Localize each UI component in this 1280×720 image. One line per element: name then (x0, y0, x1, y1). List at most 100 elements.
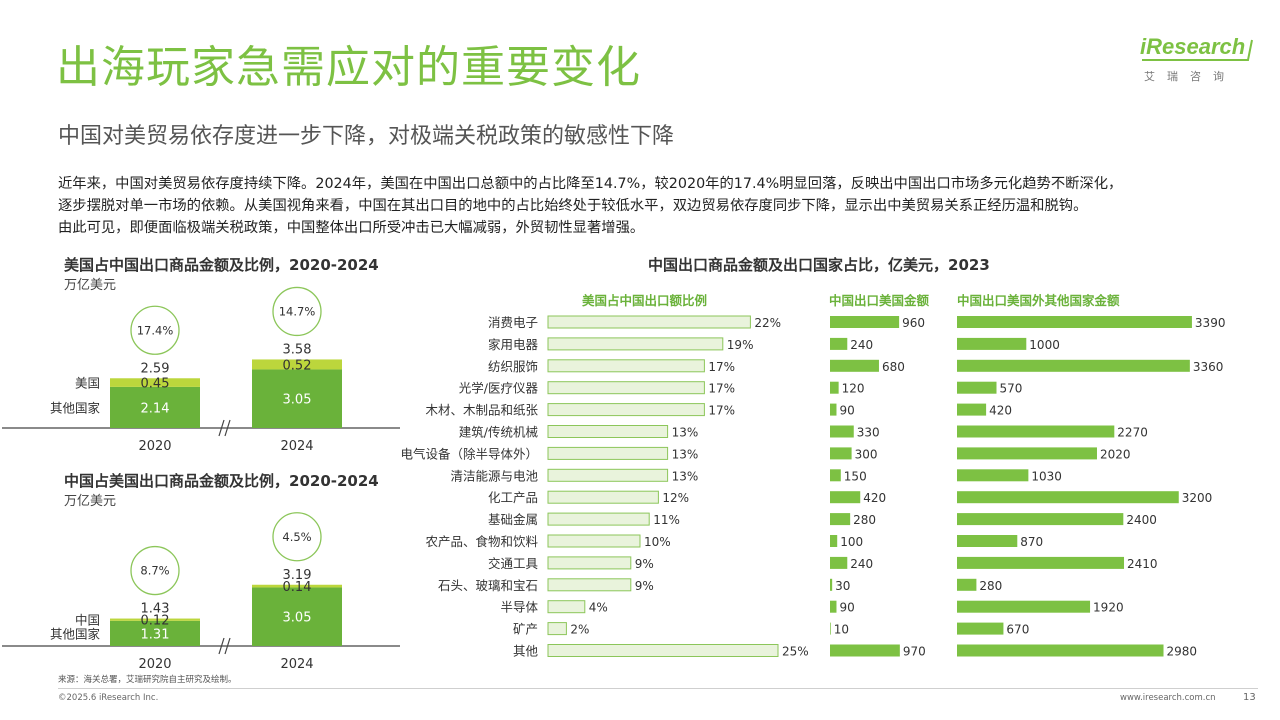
other-export-bar (957, 578, 977, 591)
other-export-bar (957, 447, 1097, 460)
x-tick-label: 2024 (280, 657, 313, 672)
us-export-value-label: 970 (903, 645, 926, 659)
logo-chinese: 艾瑞咨询 (1144, 70, 1236, 83)
x-tick-label: 2024 (280, 439, 313, 454)
other-export-bar (957, 600, 1091, 613)
us-export-value-label: 960 (902, 316, 925, 330)
us-export-bar (830, 359, 879, 372)
summary-line: 近年来，中国对美贸易依存度持续下降。2024年，美国在中国出口总额中的占比降至1… (58, 176, 1123, 192)
axis-break-icon (218, 637, 231, 655)
bar-total-label: 3.19 (283, 568, 312, 583)
share-bar (547, 359, 705, 373)
other-export-bar (957, 469, 1029, 482)
us-export-value-label: 100 (840, 535, 863, 549)
other-export-value-label: 670 (1006, 623, 1029, 637)
bar-value-label: 2.14 (141, 401, 170, 416)
bar-segment (252, 369, 342, 428)
us-export-value-label: 90 (839, 601, 854, 615)
bar-segment (252, 587, 342, 646)
bar-value-label: 3.05 (283, 393, 312, 408)
us-export-value-label: 330 (857, 426, 880, 440)
summary-paragraph: 近年来，中国对美贸易依存度持续下降。2024年，美国在中国出口总额中的占比降至1… (58, 173, 1238, 239)
bar-segment (252, 584, 342, 588)
share-value-label: 10% (644, 535, 671, 549)
share-bar (547, 468, 669, 482)
footer-source: 来源：海关总署，艾瑞研究院自主研究及绘制。 (58, 675, 237, 685)
us-export-bar (830, 578, 833, 591)
other-export-bar (957, 337, 1027, 350)
share-value-label: 17% (708, 404, 735, 418)
share-value-label: 9% (635, 557, 654, 571)
other-export-bar (957, 316, 1192, 328)
us-export-value-label: 90 (839, 404, 854, 418)
share-value-label: 17% (708, 382, 735, 396)
share-label: 14.7% (279, 304, 316, 318)
bar-value-label: 0.12 (141, 614, 170, 629)
us-export-bar (830, 535, 838, 547)
category-label: 矿产 (513, 622, 538, 637)
bar-total-label: 1.43 (141, 602, 170, 617)
share-value-label: 12% (662, 491, 689, 505)
category-label: 基础金属 (488, 512, 538, 527)
other-export-value-label: 3200 (1182, 491, 1213, 505)
other-export-bar (957, 535, 1018, 547)
bar-value-label: 1.31 (141, 627, 170, 642)
other-export-bar (957, 622, 1004, 635)
share-value-label: 25% (782, 645, 809, 659)
share-bar (547, 578, 632, 592)
us-export-bar (830, 644, 900, 657)
us-export-value-label: 150 (844, 469, 867, 483)
category-label: 光学/医疗仪器 (459, 381, 539, 396)
page-title: 出海玩家急需应对的重要变化 (56, 42, 641, 93)
other-export-value-label: 1030 (1031, 469, 1062, 483)
category-label: 电气设备（除半导体外） (400, 446, 538, 461)
other-export-bar (957, 425, 1115, 438)
share-value-label: 13% (672, 426, 699, 440)
category-label: 农产品、食物和饮料 (425, 534, 538, 549)
footer-copyright: ©2025.6 iResearch Inc. (58, 693, 159, 703)
us-export-bar (830, 622, 831, 635)
share-value-label: 4% (589, 601, 608, 615)
page-subtitle: 中国对美贸易依存度进一步下降，对极端关税政策的敏感性下降 (58, 124, 675, 149)
share-value-label: 2% (570, 623, 589, 637)
bar-value-label: 0.14 (283, 580, 312, 595)
share-bar (547, 490, 659, 504)
series-label: 美国 (75, 376, 100, 391)
chart2-stacked-bars: 1.310.121.43 2020 8.7% 3.05 0.143.19 2024 4.5%… (2, 512, 400, 672)
share-bar (547, 381, 705, 395)
category-label: 消费电子 (488, 315, 538, 330)
us-export-value-label: 300 (855, 447, 878, 461)
share-bar (547, 337, 724, 351)
other-export-value-label: 1000 (1029, 338, 1060, 352)
other-export-bar (957, 359, 1190, 372)
axis-break-icon (218, 419, 231, 437)
chart2-unit: 万亿美元 (64, 494, 117, 509)
chart1-title: 美国占中国出口商品金额及比例，2020-2024 (64, 256, 379, 274)
bar-segment (110, 378, 200, 387)
us-export-bar (830, 316, 900, 328)
us-export-bar (830, 513, 851, 526)
share-value-label: 13% (672, 447, 699, 461)
chart3-horizontal-bars: 消费电子 22% 960 3390 家用电器 19% 240 1000 纺织服饰 17% 680 33… (400, 315, 1225, 659)
us-export-bar (830, 337, 848, 350)
category-label: 化工产品 (488, 490, 538, 505)
other-export-bar (957, 403, 987, 416)
other-export-bar (957, 491, 1179, 504)
share-circle (272, 512, 322, 562)
bar-segment (110, 386, 200, 428)
bar-value-label: 0.52 (283, 358, 312, 373)
footer-url: www.iresearch.com.cn (1120, 693, 1216, 703)
chart2-title: 中国占美国出口商品金额及比例，2020-2024 (64, 472, 379, 490)
bar-value-label: 3.05 (283, 611, 312, 626)
category-label: 半导体 (500, 600, 538, 615)
us-export-bar (830, 447, 852, 460)
share-label: 4.5% (282, 530, 311, 544)
us-export-bar (830, 556, 848, 569)
other-export-bar (957, 644, 1164, 657)
us-export-bar (830, 469, 841, 482)
share-bar (547, 512, 650, 526)
series-label: 中国 (75, 613, 100, 628)
bar-segment (110, 618, 200, 621)
us-export-bar (830, 381, 839, 394)
share-bar (547, 425, 669, 438)
